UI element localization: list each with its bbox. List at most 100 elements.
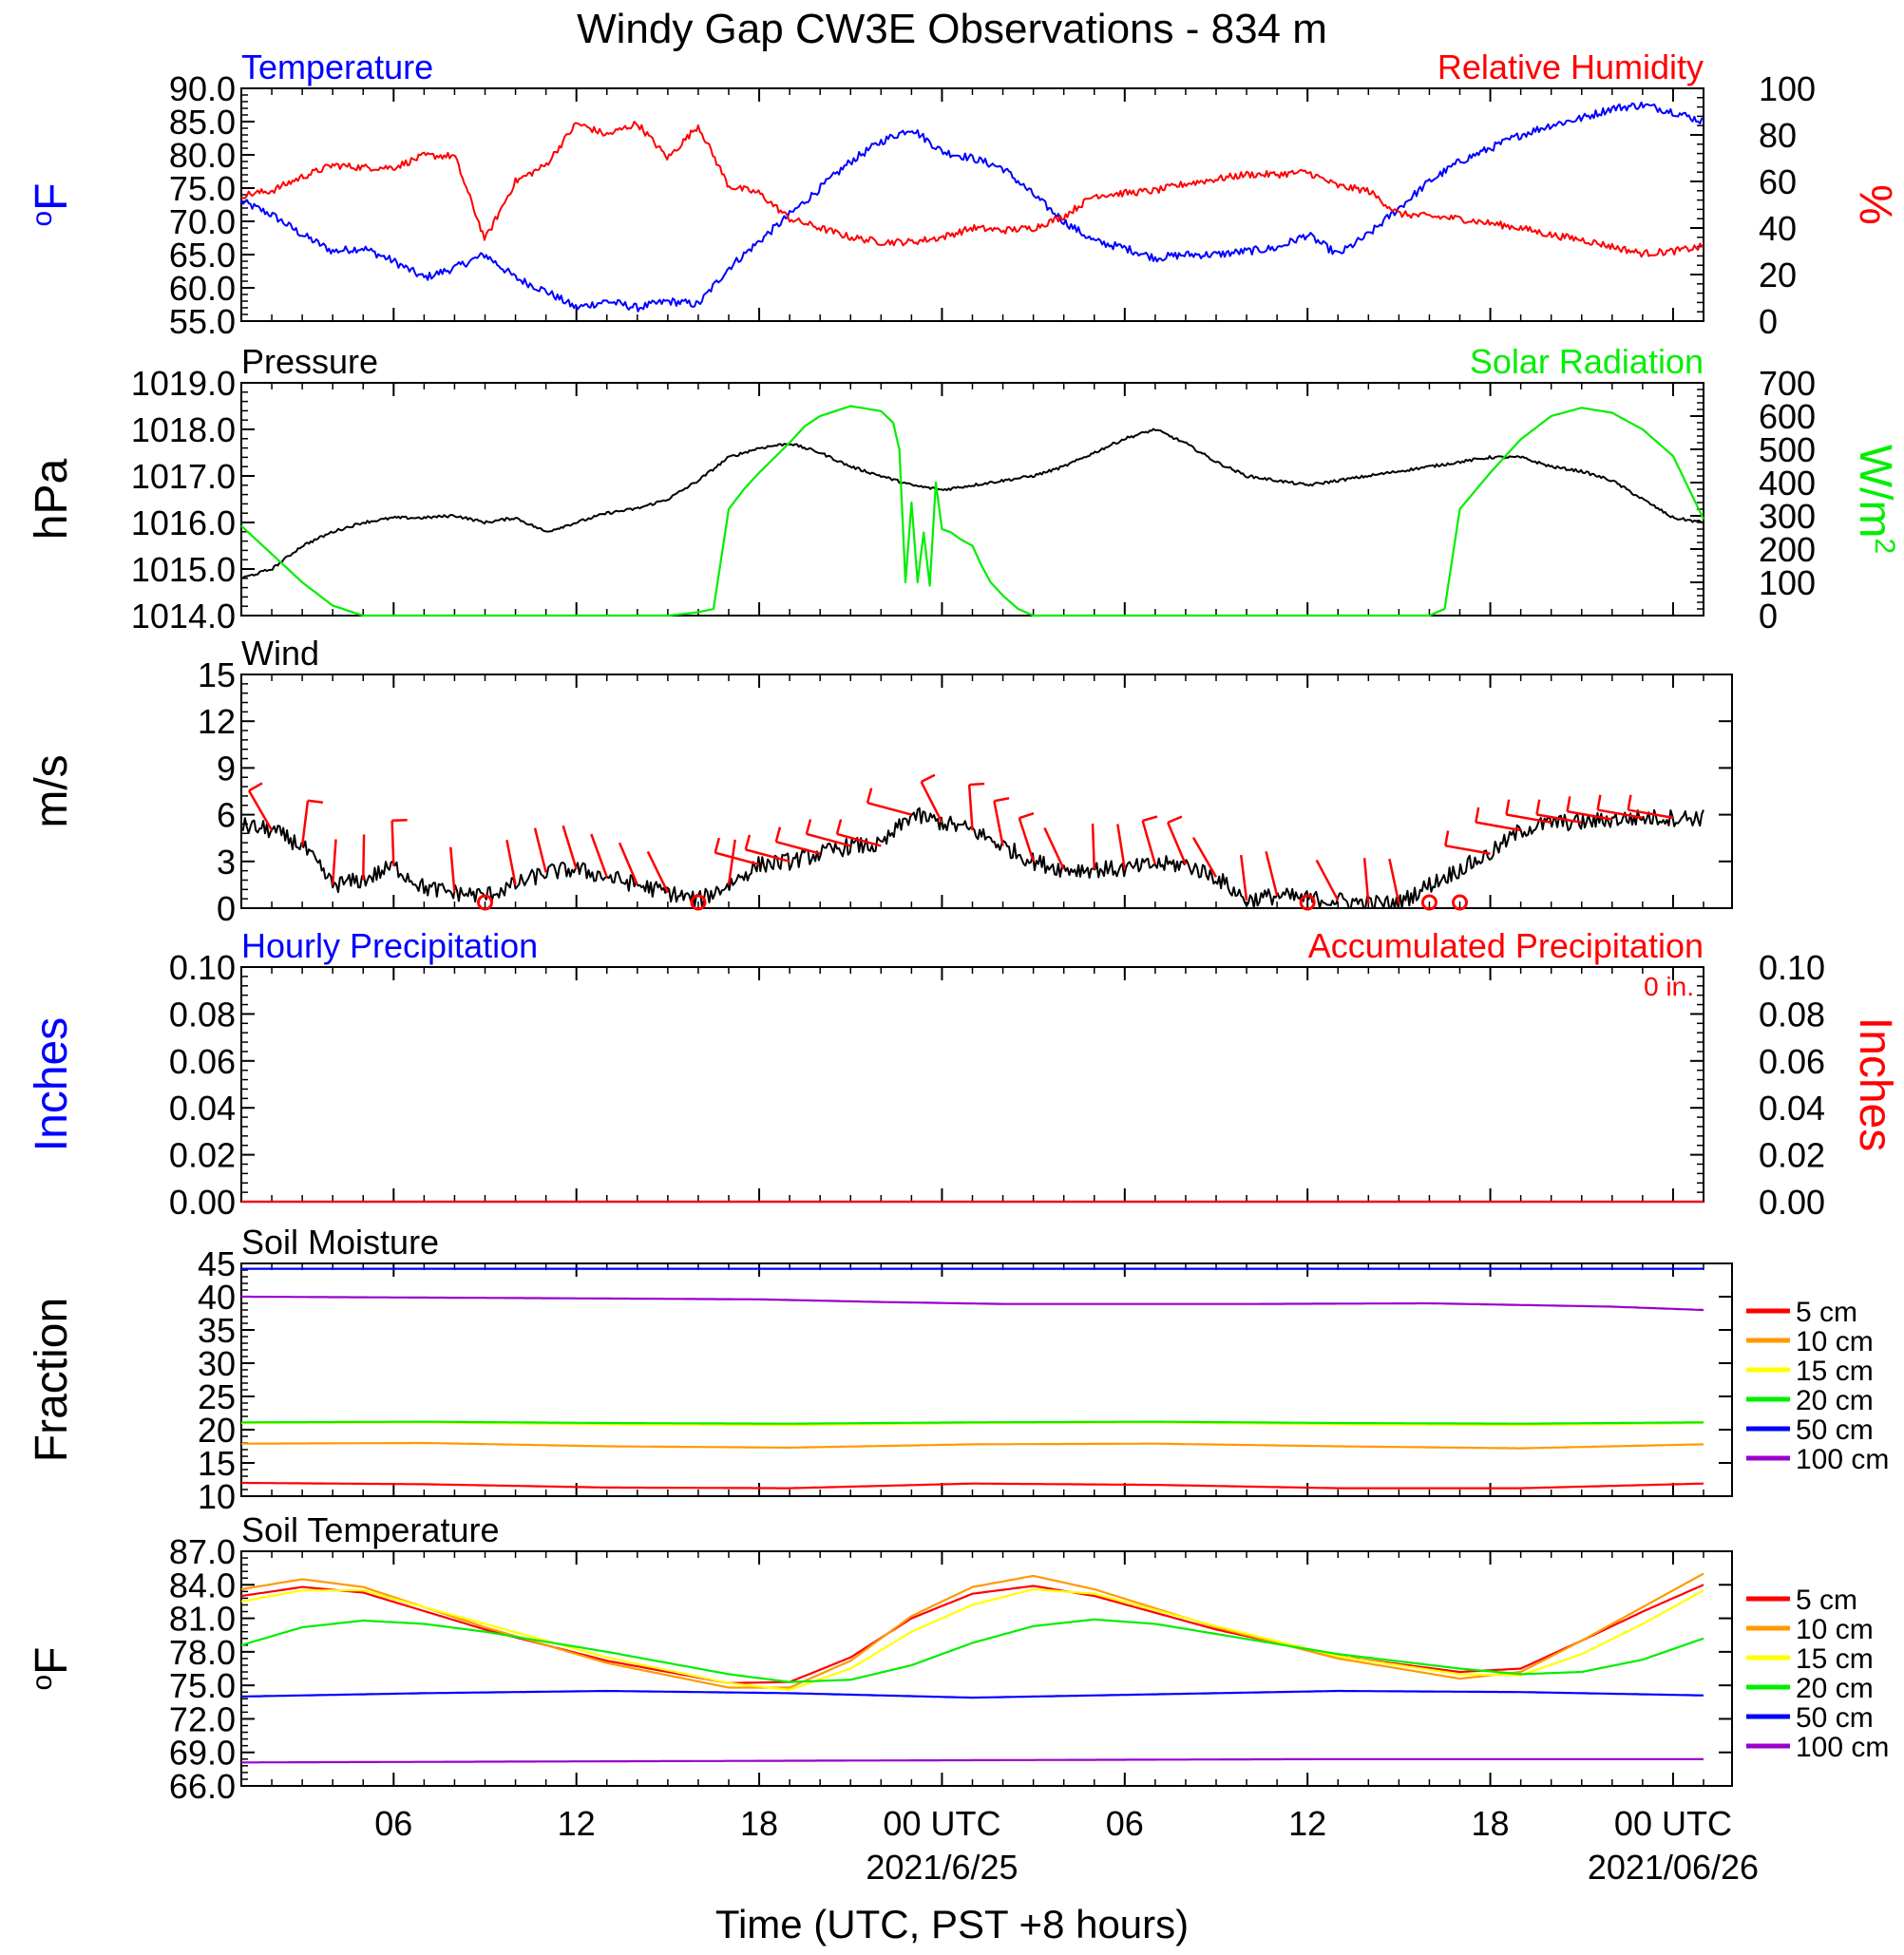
left-tick-label: 70.0 — [169, 202, 236, 241]
series-group — [240, 405, 1704, 617]
left-unit-label: oF — [27, 1646, 78, 1690]
wind-barb — [1315, 859, 1340, 902]
left-tick-label: 0.02 — [169, 1136, 236, 1175]
left-unit-label: Inches — [27, 1017, 77, 1151]
wind-barb — [1018, 817, 1035, 863]
left-tick-label: 65.0 — [169, 236, 236, 275]
left-unit-label-group: Fraction — [27, 1298, 77, 1462]
series-line-pressure — [240, 427, 1704, 580]
left-axis: 15 12 9 6 3 0 — [198, 655, 255, 928]
x-tick-label: 12 — [1288, 1804, 1326, 1843]
left-tick-label: 35 — [198, 1311, 236, 1350]
left-tick-label: 84.0 — [169, 1566, 236, 1604]
series-line-5-cm — [241, 1481, 1704, 1490]
wind-barb — [1167, 822, 1188, 865]
wind-barb-flag — [1142, 815, 1158, 823]
series-line-10-cm — [240, 1572, 1704, 1689]
plot-frame — [240, 1550, 1733, 1787]
wind-barb — [300, 800, 310, 846]
right-tick-label: 80 — [1759, 116, 1797, 155]
panel-wind: 15 12 9 6 3 0 Wind m/s — [27, 634, 1733, 928]
wind-barb-flag — [994, 797, 1010, 803]
right-tick-label: 20 — [1759, 256, 1797, 294]
left-tick-label: 80.0 — [169, 136, 236, 175]
wind-barb — [967, 785, 974, 831]
wind-barb — [745, 848, 790, 864]
series-line-solar-radiation — [240, 405, 1704, 617]
x-tick-label: 00 UTC — [1614, 1804, 1732, 1843]
series-line-relative-humidity — [240, 121, 1704, 258]
left-tick-label: 25 — [198, 1377, 236, 1416]
left-tick-label: 75.0 — [169, 1666, 236, 1705]
wind-barb — [866, 801, 912, 816]
right-unit-label: W/m2 — [1850, 445, 1901, 554]
left-tick-label: 87.0 — [169, 1532, 236, 1571]
left-axis: 1019.0 1018.0 1017.0 1016.0 1015.0 1014.0 — [131, 364, 255, 636]
x-tick-date: 2021/06/26 — [1588, 1848, 1759, 1887]
right-unit-label: Inches — [1850, 1017, 1900, 1151]
wind-barb — [247, 789, 274, 831]
right-tick-label: 100 — [1759, 563, 1816, 602]
left-tick-label: 15 — [198, 1444, 236, 1483]
left-tick-label: 0.08 — [169, 995, 236, 1034]
left-tick-label: 6 — [217, 796, 236, 835]
left-tick-label: 75.0 — [169, 169, 236, 208]
wind-barb — [618, 842, 638, 885]
wind-barb-flag — [969, 782, 985, 787]
wind-barb — [1476, 821, 1521, 832]
wind-barb — [449, 846, 456, 893]
right-tick-label: 300 — [1759, 497, 1816, 536]
left-tick-label: 81.0 — [169, 1600, 236, 1639]
wind-barb-flag — [1475, 807, 1480, 823]
left-unit-label: m/s — [27, 754, 77, 827]
plot-frame — [240, 87, 1704, 322]
series-line-50-cm — [240, 1689, 1704, 1699]
legend-label: 20 cm — [1796, 1385, 1874, 1416]
x-axis: 06 12 18 00 UTC 2021/6/25 06 12 18 00 UTC 2021/06… — [374, 1804, 1759, 1887]
right-tick-label: 0.10 — [1759, 948, 1825, 987]
series-line-5-cm — [240, 1584, 1704, 1684]
wind-barb-flag — [744, 834, 752, 850]
x-axis-label: Time (UTC, PST +8 hours) — [715, 1902, 1189, 1946]
wind-barb-flag — [835, 819, 843, 835]
left-tick-label: 0 — [217, 889, 236, 928]
accumulated-total-label: 0 in. — [1644, 972, 1694, 1001]
left-tick-label: 90.0 — [169, 69, 236, 108]
right-unit-label: % — [1850, 184, 1900, 225]
wind-barb — [1445, 845, 1491, 855]
wind-barb-flag — [866, 788, 873, 804]
right-tick-label: 0.08 — [1759, 995, 1825, 1034]
left-tick-label: 60.0 — [169, 269, 236, 308]
right-tick-label: 0 — [1759, 597, 1778, 636]
left-unit-label-group: oF — [27, 1646, 78, 1690]
wind-barb-flag — [1596, 794, 1602, 810]
left-unit-label-group: Inches — [27, 1017, 77, 1151]
wind-barb-flag — [1627, 794, 1632, 810]
right-unit-label-group: W/m2 — [1850, 445, 1901, 554]
left-tick-label: 0.04 — [169, 1089, 236, 1128]
wind-barb — [590, 833, 608, 878]
right-tick-label: 60 — [1759, 162, 1797, 201]
left-unit-label-group: m/s — [27, 754, 77, 827]
x-tick-label: 18 — [740, 1804, 778, 1843]
series-line-10-cm — [241, 1441, 1704, 1450]
plot-frame — [240, 382, 1704, 617]
left-tick-label: 30 — [198, 1344, 236, 1383]
left-tick-label: 40 — [198, 1278, 236, 1317]
panel-right-title: Solar Radiation — [1470, 342, 1704, 381]
wind-barb — [1116, 824, 1127, 870]
left-tick-label: 0.00 — [169, 1183, 236, 1222]
series-group — [241, 1267, 1704, 1490]
panels-group: 90.085.080.075.070.065.060.055.010080604… — [27, 47, 1901, 1887]
legend-label: 20 cm — [1796, 1673, 1874, 1704]
panel-left-title: Pressure — [241, 342, 378, 381]
right-tick-label: 0.06 — [1759, 1042, 1825, 1081]
legend-label: 15 cm — [1796, 1356, 1874, 1387]
right-tick-label: 0.04 — [1759, 1089, 1825, 1128]
left-unit-label-group: hPa — [27, 458, 77, 540]
left-unit-label: Fraction — [27, 1298, 77, 1462]
calm-wind-marker — [1452, 894, 1468, 911]
